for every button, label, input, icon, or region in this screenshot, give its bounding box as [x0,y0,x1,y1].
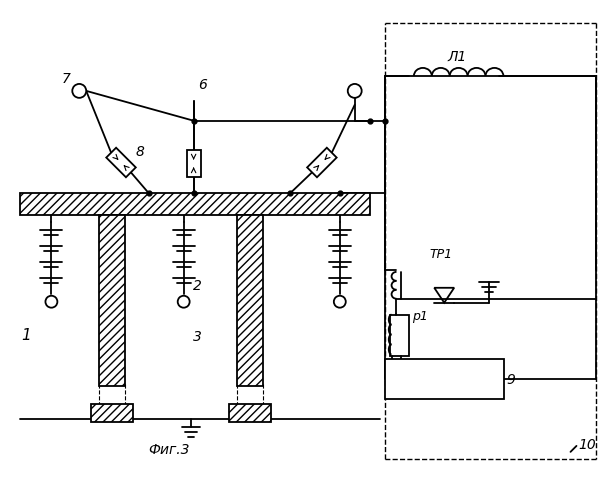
Circle shape [348,84,362,98]
Text: 3: 3 [193,330,201,344]
Text: 8: 8 [136,144,145,158]
Bar [237,215,263,386]
Circle shape [178,296,190,308]
Bar [91,404,133,422]
Text: ТР1: ТР1 [429,248,452,261]
Polygon shape [187,150,201,178]
Bar [384,360,504,399]
Bar [19,194,370,215]
Text: 1: 1 [21,328,32,342]
Text: 7: 7 [61,72,71,86]
Text: 10: 10 [578,438,596,452]
Text: р1: р1 [412,310,428,322]
Circle shape [334,296,346,308]
Polygon shape [307,148,337,178]
Circle shape [46,296,57,308]
Bar [99,215,125,386]
Circle shape [72,84,86,98]
Bar [229,404,271,422]
Text: 6: 6 [199,78,207,92]
Text: 9: 9 [507,373,516,387]
Text: 2: 2 [193,279,201,293]
Polygon shape [106,148,136,178]
Text: Л1: Л1 [447,50,466,64]
Bar [390,314,409,356]
Text: Фиг.3: Фиг.3 [148,443,190,457]
